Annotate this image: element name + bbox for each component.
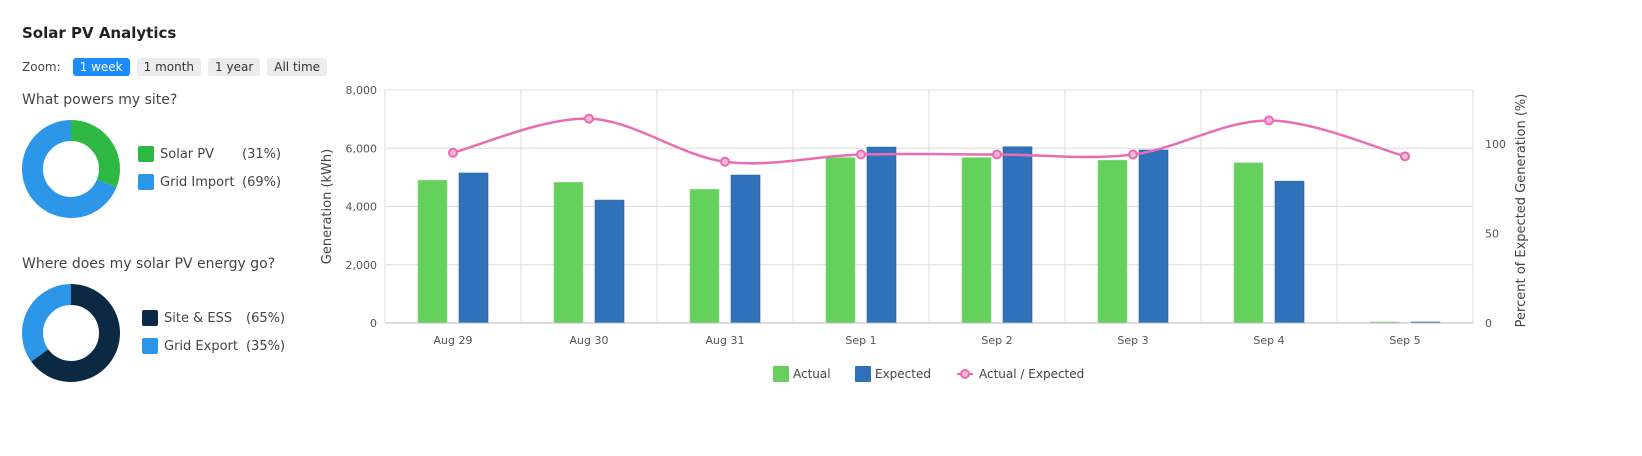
legend-label: Solar PV [160, 146, 214, 162]
bar-actual [961, 157, 992, 324]
x-tick-label: Sep 2 [981, 334, 1012, 347]
legend-point-marker [960, 369, 970, 379]
energy-legend-site-ess: Site & ESS (65%) [142, 310, 285, 326]
y-tick-label: 6,000 [346, 142, 378, 155]
grid-import-swatch [138, 174, 154, 190]
legend-percent: (31%) [242, 146, 282, 162]
zoom-1-month-button[interactable]: 1 month [136, 58, 202, 76]
line-point [1400, 151, 1410, 162]
solar-pv-swatch [138, 146, 154, 162]
x-tick-label: Sep 4 [1253, 334, 1284, 347]
legend-label: Site & ESS [164, 310, 233, 326]
powers-legend-grid-import: Grid Import (69%) [138, 174, 281, 190]
bar-expected [458, 172, 489, 324]
legend-label[interactable]: Actual [793, 367, 831, 381]
zoom-control: Zoom: 1 week 1 month 1 year All time [22, 58, 334, 76]
y-tick-label: 0 [370, 317, 377, 330]
energy-go-donut-slice-1 [22, 284, 120, 382]
bar-expected [1274, 180, 1305, 324]
x-tick-label: Sep 3 [1117, 334, 1148, 347]
legend-label[interactable]: Actual / Expected [979, 367, 1084, 381]
bar-actual [417, 179, 448, 324]
line-point [1264, 115, 1274, 126]
legend-swatch-expected [855, 366, 871, 382]
y-axis-title: Generation (kWh) [320, 149, 335, 264]
powers-donut [22, 120, 120, 218]
bar-expected [1002, 146, 1033, 324]
grid-export-swatch [142, 338, 158, 354]
x-tick-label: Aug 31 [706, 334, 745, 347]
legend-percent: (35%) [246, 338, 286, 354]
line-point [720, 156, 730, 167]
x-tick-label: Sep 1 [845, 334, 876, 347]
bar-actual [553, 182, 584, 324]
zoom-1-week-button[interactable]: 1 week [72, 58, 130, 76]
legend-label: Grid Import [160, 174, 235, 190]
legend-label[interactable]: Expected [875, 367, 931, 381]
powers-legend-solar: Solar PV (31%) [138, 146, 281, 162]
energy-go-title: Where does my solar PV energy go? [22, 256, 276, 272]
x-tick-label: Sep 5 [1389, 334, 1420, 347]
legend-percent: (69%) [242, 174, 282, 190]
bar-expected [1138, 149, 1169, 324]
legend-label: Grid Export [164, 338, 238, 354]
y-tick-label: 2,000 [346, 259, 378, 272]
legend-percent: (65%) [246, 310, 286, 326]
zoom-all-time-button[interactable]: All time [267, 58, 328, 76]
bar-actual [1233, 162, 1264, 324]
line-point [448, 147, 458, 158]
powers-title: What powers my site? [22, 92, 178, 108]
powers-donut-slice-1 [22, 120, 120, 218]
x-tick-label: Aug 30 [570, 334, 609, 347]
generation-chart: 0 2,000 4,000 6,000 8,000 0 50 100 Aug 29 Aug 30 A… [320, 84, 1529, 382]
y-right-axis-title: Percent of Expected Generation (%) [1514, 94, 1529, 328]
bar-actual [689, 189, 720, 324]
x-tick-label: Aug 29 [434, 334, 473, 347]
y-tick-label: 4,000 [346, 201, 378, 214]
line-point [856, 149, 866, 160]
line-point [1128, 149, 1138, 160]
bar-expected [730, 174, 761, 324]
legend-swatch-actual [773, 366, 789, 382]
y-right-tick-label: 0 [1485, 317, 1492, 330]
energy-legend-grid-export: Grid Export (35%) [142, 338, 285, 354]
energy-go-donut [22, 284, 120, 382]
y-right-tick-label: 50 [1485, 227, 1499, 240]
bar-actual [1097, 159, 1128, 324]
y-tick-label: 8,000 [346, 84, 378, 97]
bar-actual [825, 157, 856, 324]
line-point [584, 113, 594, 124]
page-title: Solar PV Analytics [22, 24, 177, 42]
site-ess-swatch [142, 310, 158, 326]
zoom-label: Zoom: [22, 60, 61, 74]
bar-expected [866, 146, 897, 324]
bar-expected [594, 199, 625, 324]
y-right-tick-label: 100 [1485, 138, 1506, 151]
line-actual-expected [452, 117, 1406, 165]
zoom-1-year-button[interactable]: 1 year [208, 58, 261, 76]
line-point [992, 149, 1002, 160]
